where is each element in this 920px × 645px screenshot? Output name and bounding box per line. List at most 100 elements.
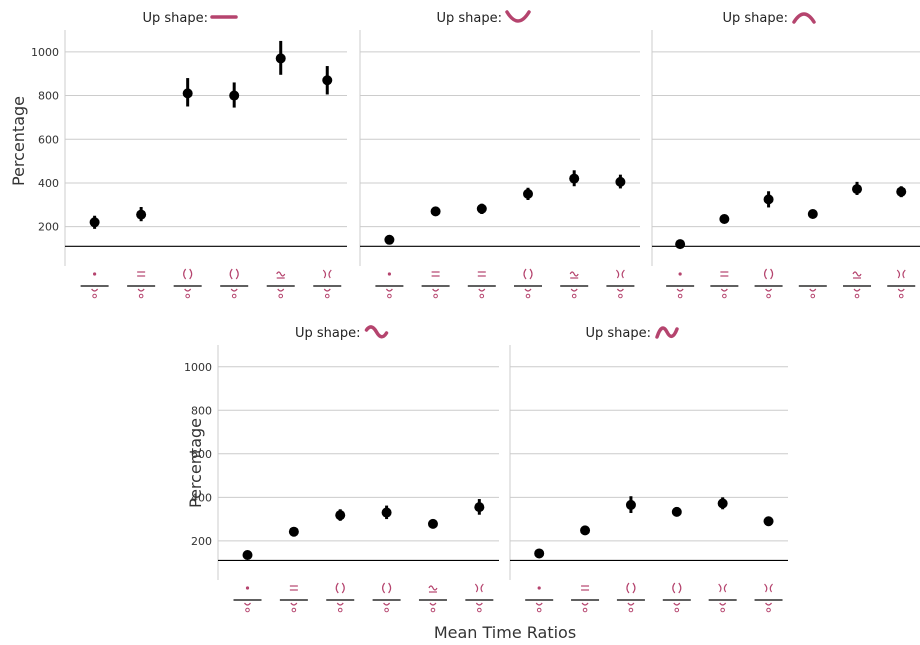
glyph-lower-dot [430, 607, 436, 613]
glyph-paren-mark [335, 582, 339, 594]
glyph-lower-dot [324, 293, 330, 299]
facet-title: Up shape: [436, 11, 502, 26]
facet-panel: 200 400 600 800 1000 Up shape: [184, 325, 499, 613]
data-point [427, 518, 438, 529]
glyph-lower-dot [582, 607, 588, 613]
data-point [807, 208, 818, 219]
data-point [182, 88, 193, 99]
glyph-paren-mark [763, 268, 768, 280]
glyph-lower-mark [765, 288, 773, 292]
data-point [476, 203, 487, 214]
glyph-s-mark [902, 269, 906, 279]
facet-panel: Up shape: [651, 11, 920, 299]
glyph-lower-mark [383, 602, 391, 606]
glyph-lower-mark [535, 602, 543, 606]
data-point [569, 173, 580, 184]
facet-title: Up shape: [142, 11, 208, 26]
glyph-lower-mark [809, 288, 817, 292]
glyph-lower-dot [477, 607, 482, 613]
facet-title: Up shape: [295, 326, 361, 341]
glyph-lower-dot [720, 607, 725, 613]
glyph-s-mark [769, 583, 773, 593]
wave-curve-icon [364, 325, 389, 339]
y-tick-label: 800 [38, 90, 59, 103]
facet-panel: Up shape: [509, 326, 788, 613]
data-point [335, 510, 346, 521]
facet-panel: Up shape: [359, 10, 640, 299]
glyph-s-mark [718, 583, 722, 593]
glyph-paren-mark [672, 582, 676, 594]
data-point [615, 176, 626, 187]
y-tick-label: 400 [38, 177, 59, 190]
glyph-paren-mark [678, 582, 682, 594]
data-point [384, 234, 395, 245]
glyph-lower-dot [138, 293, 144, 299]
glyph-s-mark [723, 583, 728, 593]
glyph-paren-mark [770, 268, 774, 280]
data-point [381, 507, 392, 518]
glyph-tilde-mark [276, 271, 286, 277]
glyph-tilde-mark [852, 271, 862, 277]
glyph-lower-mark [676, 288, 684, 292]
glyph-lower-mark [230, 288, 238, 292]
glyph-lower-dot [479, 293, 485, 299]
data-point [275, 53, 286, 64]
glyph-lower-mark [616, 288, 624, 292]
glyph-dot-mark [387, 272, 391, 276]
glyph-lower-mark [336, 602, 344, 606]
glyph-dot-mark [93, 272, 97, 276]
x-axis-title: Mean Time Ratios [434, 623, 576, 641]
data-point [523, 188, 533, 199]
glyph-paren-mark [341, 582, 345, 594]
glyph-lower-mark [277, 288, 285, 292]
data-point [474, 502, 485, 513]
facet-title: Up shape: [722, 11, 788, 26]
glyph-lower-dot [433, 293, 438, 299]
glyph-paren-mark [183, 268, 187, 280]
glyph-s-mark [621, 269, 625, 279]
glyph-lower-mark [719, 602, 727, 606]
s-curve-icon [655, 326, 679, 339]
glyph-lower-dot [810, 293, 816, 299]
glyph-paren-mark [632, 582, 636, 594]
data-point [242, 549, 253, 560]
data-point [719, 214, 730, 225]
glyph-lower-mark [91, 288, 99, 292]
glyph-s-mark [615, 269, 620, 279]
y-axis-title-top: Percentage [9, 96, 28, 186]
glyph-dot-mark [678, 272, 682, 276]
glyph-lower-dot [766, 293, 771, 299]
glyph-paren-mark [382, 582, 386, 594]
data-point [671, 506, 682, 517]
data-point [717, 498, 728, 509]
y-tick-label: 400 [191, 491, 212, 504]
glyph-lower-mark [478, 288, 486, 292]
glyph-lower-mark [581, 602, 589, 606]
y-tick-label: 1000 [31, 46, 59, 59]
glyph-tilde-mark [569, 271, 579, 277]
data-point [430, 206, 441, 217]
data-point [852, 184, 863, 195]
glyph-s-mark [322, 269, 327, 279]
data-point [763, 516, 774, 527]
glyph-lower-dot [618, 293, 623, 299]
valley-curve-icon [505, 10, 531, 23]
data-point [763, 194, 774, 205]
glyph-lower-mark [475, 602, 483, 606]
facet-panel: 200 400 600 800 1000 Up shape: [31, 11, 347, 299]
y-tick-label: 200 [191, 535, 212, 548]
glyph-lower-mark [429, 602, 437, 606]
glyph-lower-mark [137, 288, 145, 292]
glyph-s-mark [480, 583, 484, 593]
glyph-dot-mark [537, 586, 541, 590]
glyph-lower-dot [571, 293, 577, 299]
glyph-paren-mark [523, 268, 527, 280]
data-point [89, 217, 100, 228]
glyph-lower-mark [897, 288, 905, 292]
glyph-lower-dot [384, 607, 389, 613]
glyph-lower-dot [291, 607, 297, 613]
glyph-s-mark [896, 269, 901, 279]
y-tick-label: 200 [38, 221, 59, 234]
